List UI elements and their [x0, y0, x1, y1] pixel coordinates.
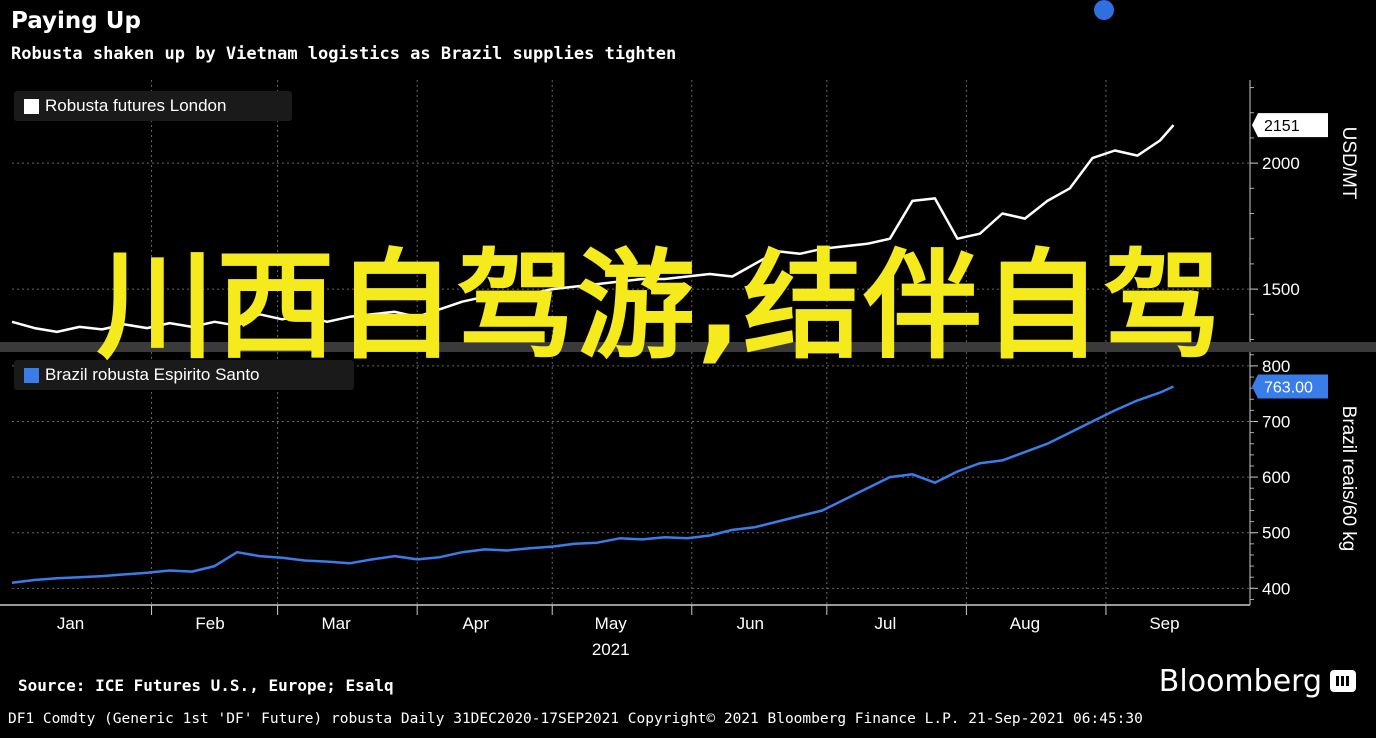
x-tick-label: Sep: [1149, 614, 1179, 633]
legend-swatch-top: [24, 98, 39, 114]
y-tick-label: 500: [1262, 524, 1290, 543]
y-tick-label: 2000: [1262, 154, 1300, 173]
y-axis-title: USD/MT: [1338, 127, 1359, 200]
label-layer: 1500 2000 2151 USD/MT 400 500 600 700 800 763.00 B…: [57, 113, 1359, 659]
x-tick-label: Jun: [737, 614, 764, 633]
last-value-label: 2151: [1264, 118, 1300, 135]
footer-metadata: DF1 Comdty (Generic 1st 'DF' Future) rob…: [8, 711, 1143, 727]
y-axis-title: Brazil reais/60 kg: [1338, 406, 1359, 552]
last-value-tag: [1252, 374, 1328, 399]
chart-subtitle: Robusta shaken up by Vietnam logistics a…: [11, 44, 677, 64]
x-tick-label: Jul: [874, 614, 896, 633]
series-layer: [11, 124, 1175, 585]
legend-label-top: Robusta futures London: [45, 96, 227, 115]
last-value-label: 763.00: [1264, 379, 1313, 396]
axis-layer: [0, 80, 1376, 615]
y-tick-label: 400: [1262, 579, 1290, 598]
bloomberg-logo: Bloomberg: [1158, 664, 1322, 699]
x-tick-label: Apr: [462, 614, 489, 633]
x-year-label: 2021: [592, 640, 630, 659]
y-tick-label: 1500: [1262, 280, 1300, 299]
legend-bottom: Brazil robusta Espirito Santo: [14, 360, 354, 390]
legend-label-bottom: Brazil robusta Espirito Santo: [45, 365, 260, 384]
last-value-tag: [1252, 113, 1328, 138]
source-note: Source: ICE Futures U.S., Europe; Esalq: [18, 676, 394, 695]
y-tick-label: 600: [1262, 468, 1290, 487]
watermark-text: 川西自驾游,结伴自驾: [96, 237, 1224, 375]
x-tick-label: Feb: [195, 614, 224, 633]
grid-layer: [12, 80, 1250, 605]
bloomberg-terminal-icon: [1330, 670, 1356, 692]
x-tick-label: May: [595, 614, 628, 633]
x-tick-label: Aug: [1010, 614, 1040, 633]
accent-dot: [1094, 0, 1114, 20]
y-tick-label: 700: [1262, 413, 1290, 432]
x-tick-label: Mar: [321, 614, 351, 633]
legend-swatch-bottom: [24, 367, 39, 383]
legend-top: Robusta futures London: [14, 91, 292, 121]
series-line: [11, 385, 1175, 585]
panel-separator: [0, 342, 1376, 352]
chart-title: Paying Up: [11, 8, 141, 34]
x-tick-label: Jan: [57, 614, 84, 633]
y-tick-label: 800: [1262, 357, 1290, 376]
series-line: [11, 124, 1175, 334]
